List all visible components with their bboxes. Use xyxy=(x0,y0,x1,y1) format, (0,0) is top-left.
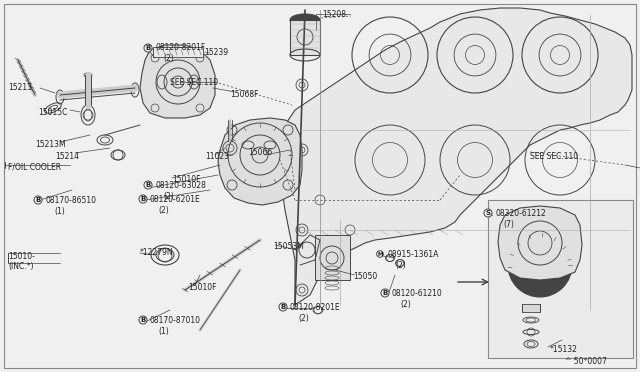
Text: (2): (2) xyxy=(158,206,169,215)
Text: (1): (1) xyxy=(158,327,169,336)
Text: (2): (2) xyxy=(163,54,173,63)
Text: (1): (1) xyxy=(54,207,65,216)
Text: (2): (2) xyxy=(163,192,173,201)
Text: SEE SEC.110: SEE SEC.110 xyxy=(170,78,218,87)
Text: ^ 50*0007: ^ 50*0007 xyxy=(565,357,607,366)
Text: 15066: 15066 xyxy=(248,148,272,157)
Text: S: S xyxy=(486,210,490,216)
Text: B: B xyxy=(382,290,388,296)
Text: 15213: 15213 xyxy=(8,83,32,92)
Text: 15239: 15239 xyxy=(204,48,228,57)
Text: 15015C: 15015C xyxy=(38,108,67,117)
Polygon shape xyxy=(278,8,632,305)
Text: *15132: *15132 xyxy=(550,345,578,354)
Bar xyxy=(522,304,540,312)
Text: *12279N: *12279N xyxy=(140,248,173,257)
Text: B: B xyxy=(35,197,40,203)
Bar xyxy=(488,200,633,358)
Text: B: B xyxy=(140,196,146,202)
Text: 15010-: 15010- xyxy=(8,252,35,261)
Text: 15068F: 15068F xyxy=(230,90,259,99)
Bar xyxy=(290,20,320,55)
Polygon shape xyxy=(498,206,582,280)
Text: 08170-87010: 08170-87010 xyxy=(150,316,201,325)
Circle shape xyxy=(508,233,572,297)
Bar xyxy=(153,47,203,57)
Text: (2): (2) xyxy=(395,261,406,270)
Text: 08120-8201F: 08120-8201F xyxy=(155,43,205,52)
Text: 08170-86510: 08170-86510 xyxy=(46,196,97,205)
Text: 08120-63028: 08120-63028 xyxy=(155,181,206,190)
Text: SEE SEC.110: SEE SEC.110 xyxy=(530,152,578,161)
Text: 08120-6201E: 08120-6201E xyxy=(150,195,201,204)
Text: 08915-1361A: 08915-1361A xyxy=(387,250,438,259)
Bar xyxy=(315,235,350,280)
Text: (2): (2) xyxy=(400,300,411,309)
Text: (2): (2) xyxy=(298,314,308,323)
Text: 15208: 15208 xyxy=(322,10,346,19)
Text: B: B xyxy=(145,182,150,188)
Text: 15010F: 15010F xyxy=(172,175,200,184)
Ellipse shape xyxy=(290,14,320,26)
Text: 08120-8201E: 08120-8201E xyxy=(290,303,340,312)
Text: 15213M: 15213M xyxy=(35,140,66,149)
Text: 15010F: 15010F xyxy=(188,283,216,292)
Text: B: B xyxy=(280,304,285,310)
Text: 11023: 11023 xyxy=(205,152,229,161)
Text: (7): (7) xyxy=(503,220,514,229)
Text: 08120-61210: 08120-61210 xyxy=(392,289,443,298)
Text: 15050: 15050 xyxy=(353,272,377,281)
Text: M: M xyxy=(377,251,383,257)
Polygon shape xyxy=(218,118,302,205)
Text: 08320-61212: 08320-61212 xyxy=(495,209,546,218)
Text: (INC.*): (INC.*) xyxy=(8,262,33,271)
Text: B: B xyxy=(145,45,150,51)
Text: B: B xyxy=(140,317,146,323)
Text: 15053M: 15053M xyxy=(273,242,304,251)
Text: F/OIL COOLER: F/OIL COOLER xyxy=(8,162,61,171)
Text: 15214: 15214 xyxy=(55,152,79,161)
Polygon shape xyxy=(140,45,215,118)
